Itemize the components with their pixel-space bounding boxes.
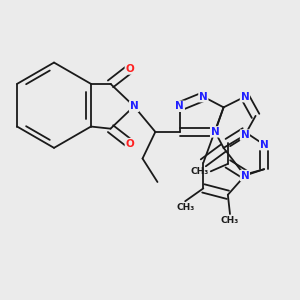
Text: CH₃: CH₃ <box>221 216 239 225</box>
Text: N: N <box>241 130 249 140</box>
Text: CH₃: CH₃ <box>190 167 209 176</box>
Text: O: O <box>125 64 134 74</box>
Text: N: N <box>199 92 208 102</box>
Text: N: N <box>260 140 268 150</box>
Text: O: O <box>125 139 134 148</box>
Text: N: N <box>241 92 249 102</box>
Text: N: N <box>176 101 184 111</box>
Text: N: N <box>130 101 138 111</box>
Text: CH₃: CH₃ <box>176 203 194 212</box>
Text: N: N <box>211 127 219 137</box>
Text: N: N <box>241 171 249 181</box>
